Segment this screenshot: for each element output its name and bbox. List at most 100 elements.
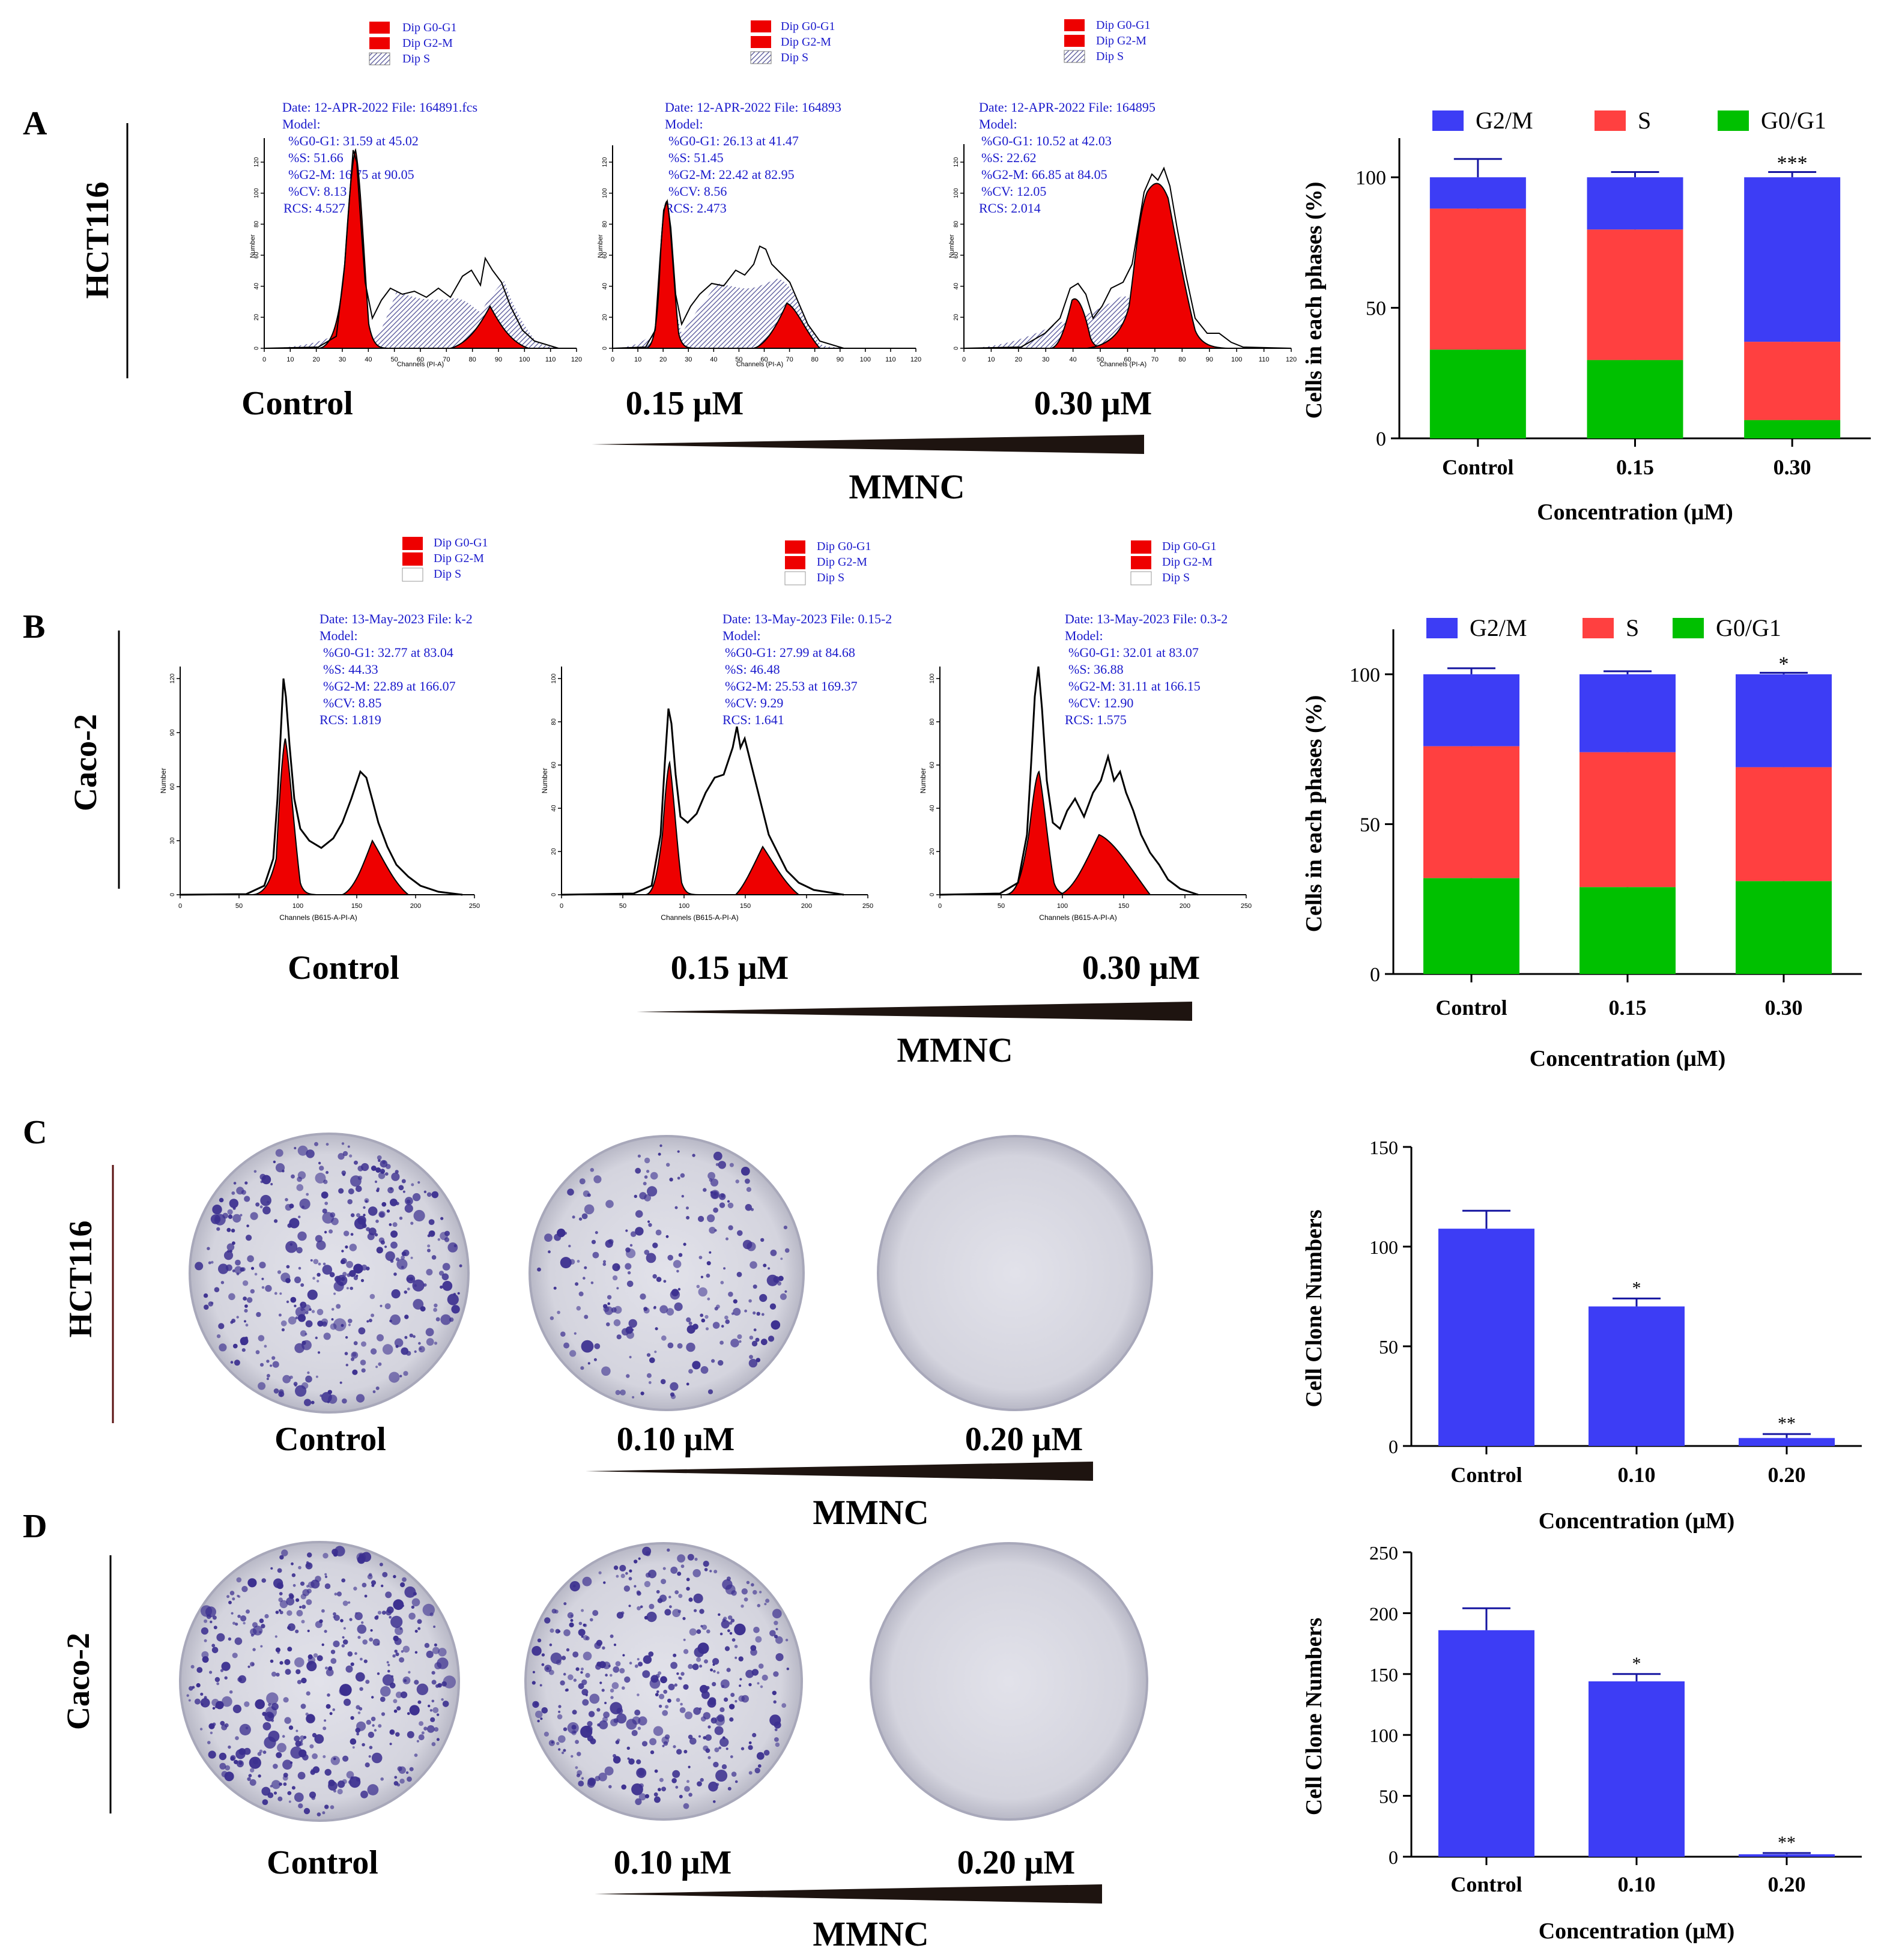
colony-dot [384,1245,387,1248]
colony-dot [405,1197,413,1205]
colony-dot [655,1693,659,1697]
colony-dot [674,1683,678,1687]
colony-dot [339,1381,342,1384]
colony-dot [681,1194,685,1198]
colony-dot [593,1358,597,1361]
colony-dot [229,1199,238,1208]
colony-dot [664,1609,671,1616]
colony-dot [342,1755,349,1762]
colony-dot [387,1663,390,1666]
colony-dot [727,1200,730,1203]
mmnc-wedge-c [586,1462,1093,1481]
colony-dot [322,1811,326,1815]
colony-dot [295,1669,301,1675]
colony-dot [417,1700,422,1704]
colony-dot [733,1299,738,1304]
colony-dot [581,1679,587,1686]
colony-dot [688,1369,693,1374]
colony-dot [748,1358,758,1368]
colony-dot [761,1313,765,1316]
colony-dot [257,1752,262,1756]
colony-dot [676,1698,680,1702]
colony-dot [216,1682,220,1686]
colony-dot [718,1746,722,1750]
colony-dot [266,1374,270,1378]
colony-dot [389,1319,392,1323]
colony-dot [718,1613,721,1616]
colony-dot [755,1337,760,1342]
colony-dot [679,1707,686,1713]
colony-dot [659,1693,665,1699]
x-axis-label: Concentration (μM) [1539,1919,1735,1944]
colony-dot [620,1390,626,1396]
colony-dot [403,1371,408,1376]
colony-dot [253,1170,257,1173]
colony-dot [393,1709,398,1713]
colony-dot [314,1142,318,1146]
colony-dot [274,1219,278,1223]
colony-dot [404,1290,408,1294]
colony-dot [332,1708,335,1711]
histogram-b-control: Dip G0-G1 Dip G2-M Dip S Date: 13-May-20… [159,536,488,922]
colony-dot [264,1736,276,1749]
conc-label-c-control: Control [274,1421,386,1458]
colony-dot [660,1379,666,1385]
colony-dot [628,1319,637,1328]
colony-dot [637,1726,641,1730]
colony-dot [741,1695,749,1703]
hist-y-tick-label: 0 [253,346,260,350]
colony-dot [712,1663,715,1666]
y-tick-label: 250 [1369,1542,1398,1564]
bar-segment [1587,360,1683,438]
legend-label: G0/G1 [1716,614,1781,641]
bar-segment [1744,420,1841,438]
hist-y-tick-label: 80 [551,718,557,725]
colony-dot [241,1190,246,1195]
colony-dot [587,1721,593,1727]
colony-dot [190,1665,195,1669]
colony-dot [744,1597,748,1602]
bar-segment [1587,177,1683,230]
colony-dot [712,1322,720,1329]
colony-dot [231,1229,235,1233]
hist-y-tick-label: 100 [551,673,557,683]
colony-dot [565,1688,569,1692]
colony-dot [200,1698,210,1708]
colony-dot [366,1266,370,1271]
colony-dot [750,1208,754,1211]
colony-dot [317,1280,320,1283]
colony-dot [279,1661,283,1665]
colony-dot [340,1619,344,1623]
colony-dot [431,1742,436,1746]
colony-dot [282,1759,292,1770]
colony-dot [348,1188,354,1194]
colony-dot [280,1394,283,1397]
colony-dot [226,1595,230,1599]
colony-dot [375,1386,380,1390]
colony-dot [301,1605,306,1609]
colony-dot [582,1699,589,1706]
colony-dot [634,1194,638,1199]
colony-dot [250,1628,257,1636]
colony-dot [244,1320,246,1323]
colony-dot [363,1206,366,1209]
colony-dot [247,1255,254,1262]
dish-d-control [179,1541,460,1822]
colony-dot [644,1615,648,1620]
colony-dot [228,1637,232,1641]
colony-dot [580,1366,584,1370]
colony-dot [745,1204,753,1211]
colony-dot [274,1292,277,1295]
colony-dot [751,1583,754,1586]
hist-x-tick-label: 10 [987,356,995,363]
colony-dot [775,1636,783,1644]
svg-text:Channels (PI-A): Channels (PI-A) [1100,361,1146,368]
colony-dot [224,1676,228,1680]
svg-text:%G2-M: 25.53 at 169.37: %G2-M: 25.53 at 169.37 [725,679,858,694]
colony-dot [259,1363,264,1367]
colony-dot [279,1611,283,1615]
colony-dot [590,1618,593,1622]
colony-dot [704,1659,708,1664]
colony-dot [710,1178,719,1187]
